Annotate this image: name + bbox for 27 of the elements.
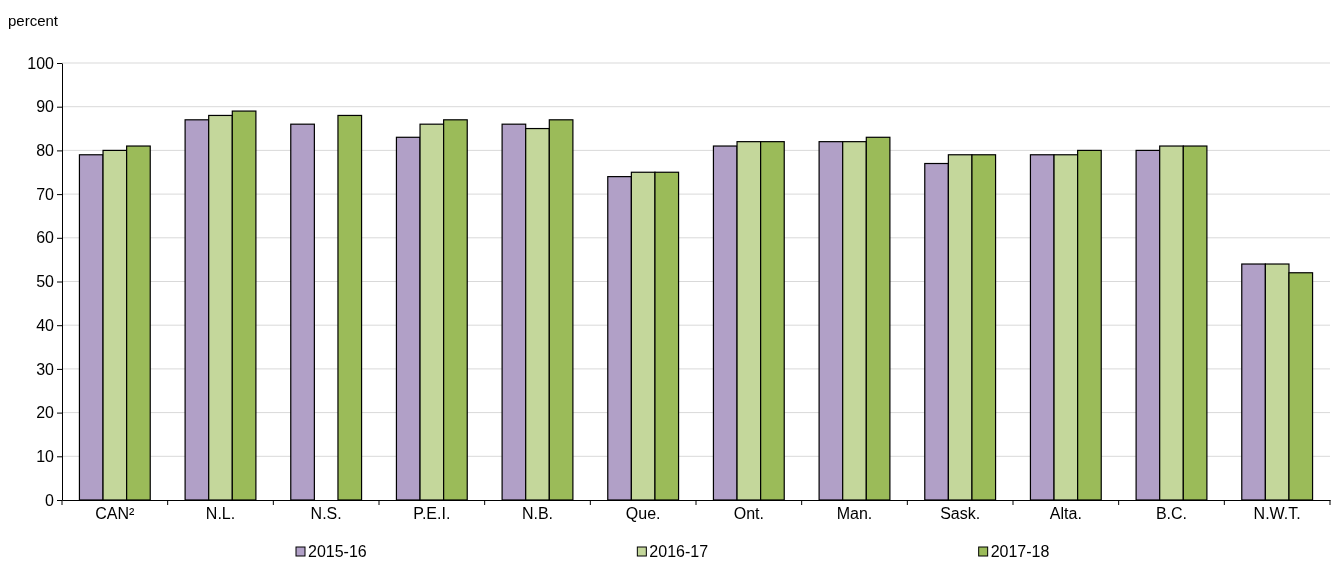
- x-tick-label: Man.: [836, 505, 873, 523]
- x-tick-label: B.C.: [1155, 505, 1188, 523]
- y-axis-title: percent: [8, 12, 59, 29]
- legend-label: 2015-16: [308, 543, 367, 560]
- y-tick-label: 10: [36, 447, 55, 465]
- x-tick-label: N.S.: [310, 505, 342, 523]
- y-tick-label: 40: [36, 316, 55, 334]
- legend-label: 2016-17: [649, 543, 709, 560]
- x-tick-label: Que.: [625, 505, 661, 523]
- y-tick-label: 60: [36, 229, 55, 247]
- x-tick-label: N.W.T.: [1253, 505, 1301, 523]
- legend-label: 2017-18: [990, 543, 1050, 560]
- x-tick-label: CAN²: [95, 505, 136, 523]
- x-tick-label: P.E.I.: [413, 505, 451, 523]
- y-tick-label: 50: [36, 273, 55, 291]
- y-tick-label: 0: [45, 491, 55, 509]
- y-tick-label: 80: [36, 142, 55, 160]
- x-tick-label: N.B.: [521, 505, 554, 523]
- y-tick-label: 70: [36, 185, 55, 203]
- y-tick-label: 20: [36, 404, 55, 422]
- y-tick-label: 90: [36, 98, 55, 116]
- x-tick-label: N.L.: [205, 505, 236, 523]
- y-tick-label: 100: [27, 54, 55, 72]
- x-tick-label: Ont.: [733, 505, 764, 523]
- y-tick-label: 30: [36, 360, 55, 378]
- x-tick-label: Alta.: [1049, 505, 1082, 523]
- x-tick-label: Sask.: [940, 505, 981, 523]
